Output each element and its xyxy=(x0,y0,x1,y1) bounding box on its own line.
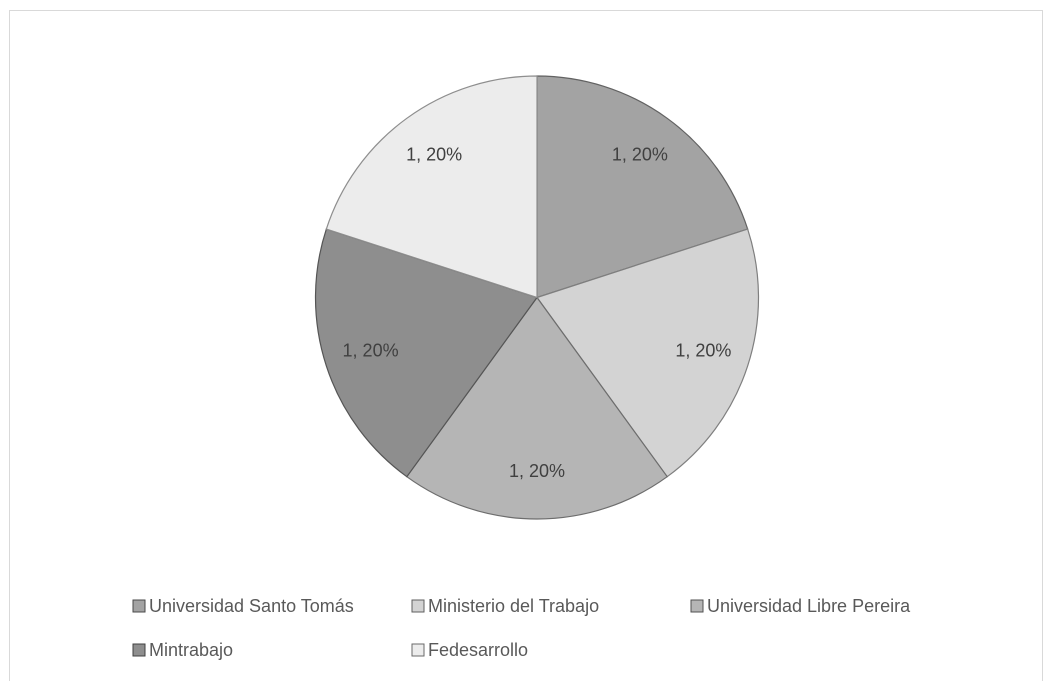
pie-slice xyxy=(536,75,749,299)
chart-border xyxy=(9,10,1043,681)
pie-slice xyxy=(314,228,538,478)
data-label: 1, 20% xyxy=(612,145,668,165)
legend-swatch xyxy=(132,599,146,613)
pie-slice xyxy=(536,228,760,478)
legend-label: Universidad Santo Tomás xyxy=(149,596,354,616)
legend-label: Universidad Libre Pereira xyxy=(707,596,911,616)
data-label: 1, 20% xyxy=(675,340,731,360)
legend-swatch xyxy=(411,643,425,657)
legend-swatch xyxy=(132,643,146,657)
data-label: 1, 20% xyxy=(509,461,565,481)
legend-swatch xyxy=(690,599,704,613)
legend-label: Fedesarrollo xyxy=(428,640,528,660)
pie-slice xyxy=(405,296,669,520)
data-label: 1, 20% xyxy=(343,340,399,360)
data-label: 1, 20% xyxy=(406,145,462,165)
legend-swatch xyxy=(411,599,425,613)
pie-slice xyxy=(325,75,538,299)
legend-label: Ministerio del Trabajo xyxy=(428,596,599,616)
legend-label: Mintrabajo xyxy=(149,640,233,660)
